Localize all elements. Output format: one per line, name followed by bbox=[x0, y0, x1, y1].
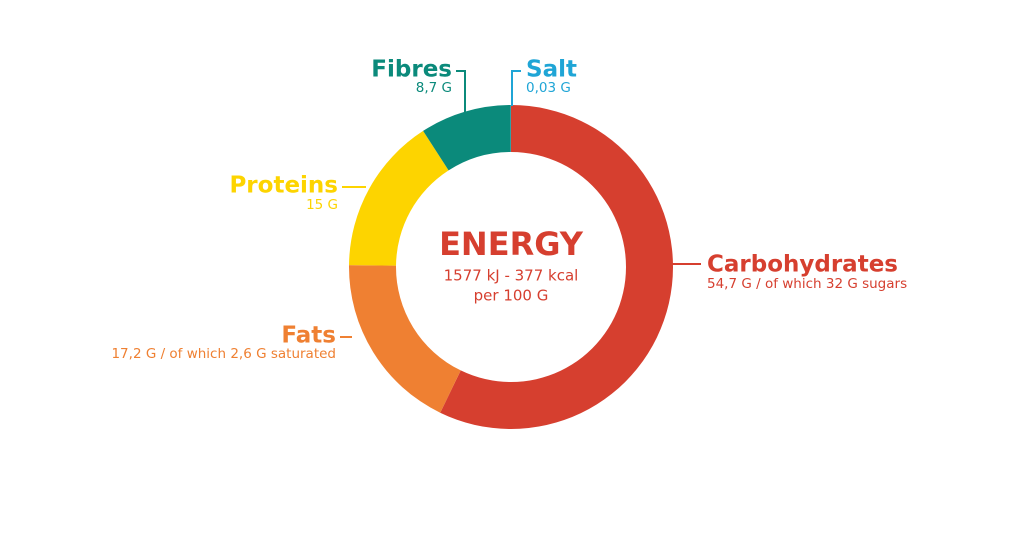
legend-label: Salt bbox=[526, 57, 577, 83]
slice bbox=[440, 105, 673, 429]
value-label: 54,7 G / of which 32 G sugars bbox=[707, 276, 907, 292]
slice bbox=[423, 105, 511, 171]
value-label: 8,7 G bbox=[416, 80, 452, 96]
value-label: 17,2 G / of which 2,6 G saturated bbox=[111, 346, 336, 362]
center-title: ENERGY bbox=[439, 225, 584, 263]
value-label: 0,03 G bbox=[526, 80, 571, 96]
leader-line bbox=[511, 70, 521, 106]
legend-label: Proteins bbox=[229, 173, 338, 199]
legend-label: Fats bbox=[281, 323, 336, 349]
slice bbox=[349, 265, 461, 413]
center-line: per 100 G bbox=[474, 287, 549, 305]
value-label: 15 G bbox=[306, 197, 338, 213]
leader-line bbox=[456, 70, 466, 128]
center-line: 1577 kJ - 377 kcal bbox=[444, 267, 579, 285]
legend-label: Fibres bbox=[371, 57, 452, 83]
legend-label: Carbohydrates bbox=[707, 252, 898, 278]
slice bbox=[349, 130, 449, 266]
